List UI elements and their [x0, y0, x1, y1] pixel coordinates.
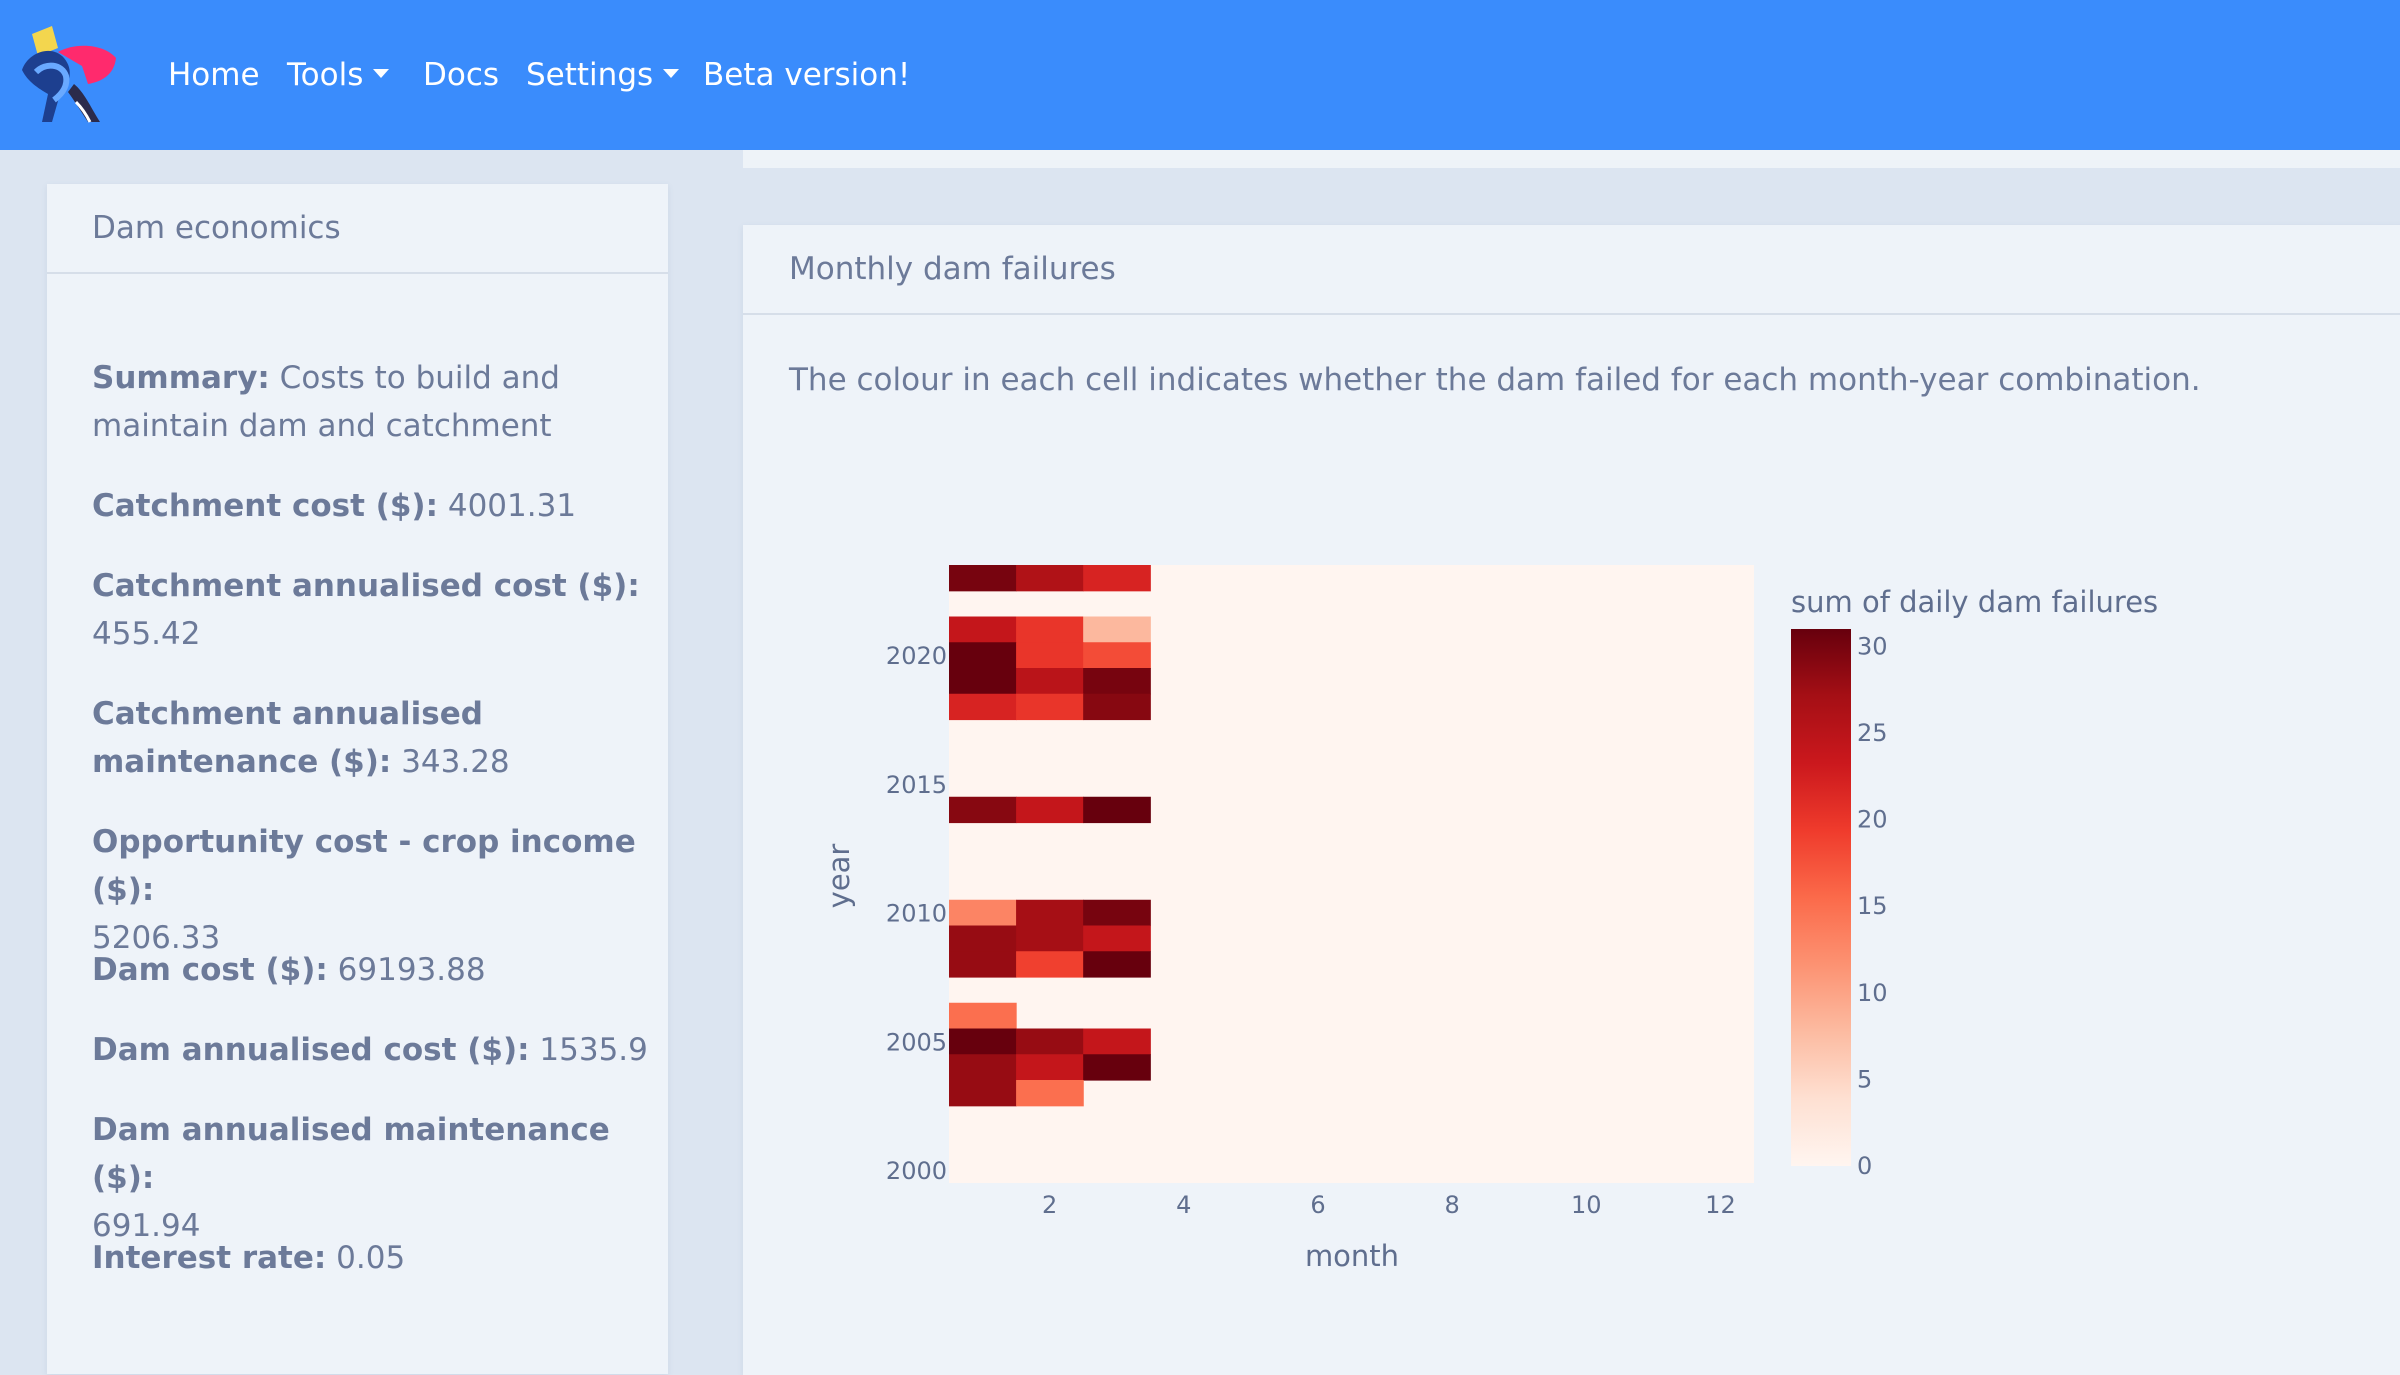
nav-home[interactable]: Home: [168, 57, 260, 93]
chevron-down-icon: [373, 69, 390, 78]
nav-beta-version[interactable]: Beta version!: [703, 57, 911, 93]
chart-description: The colour in each cell indicates whethe…: [789, 362, 2201, 398]
catchment-annualised-cost-field: Catchment annualised cost ($): 455.42: [92, 568, 640, 652]
chevron-down-icon: [663, 69, 680, 78]
logo-icon[interactable]: [18, 22, 122, 126]
nav-docs[interactable]: Docs: [423, 57, 500, 93]
catchment-cost-field: Catchment cost ($): 4001.31: [92, 488, 577, 524]
navbar: Home Tools Docs Settings Beta version!: [0, 0, 2400, 150]
card-title: Dam economics: [47, 184, 668, 274]
summary-field: Summary: Costs to build and maintain dam…: [92, 360, 560, 444]
top-card-strip: [743, 150, 2400, 168]
interest-rate-field: Interest rate: 0.05: [92, 1240, 406, 1276]
opportunity-cost-field: Opportunity cost - crop income ($): 5206.…: [92, 824, 636, 956]
nav-settings-dropdown[interactable]: Settings: [526, 52, 680, 98]
dam-cost-field: Dam cost ($): 69193.88: [92, 952, 486, 988]
dam-annualised-cost-field: Dam annualised cost ($): 1535.9: [92, 1032, 648, 1068]
dam-economics-card: Dam economics: [47, 184, 668, 1374]
nav-tools-dropdown[interactable]: Tools: [287, 52, 390, 98]
card-title: Monthly dam failures: [743, 225, 2400, 315]
catchment-annualised-maintenance-field: Catchment annualised maintenance ($): 34…: [92, 696, 510, 780]
dam-annualised-maintenance-field: Dam annualised maintenance ($): 691.94: [92, 1112, 610, 1244]
